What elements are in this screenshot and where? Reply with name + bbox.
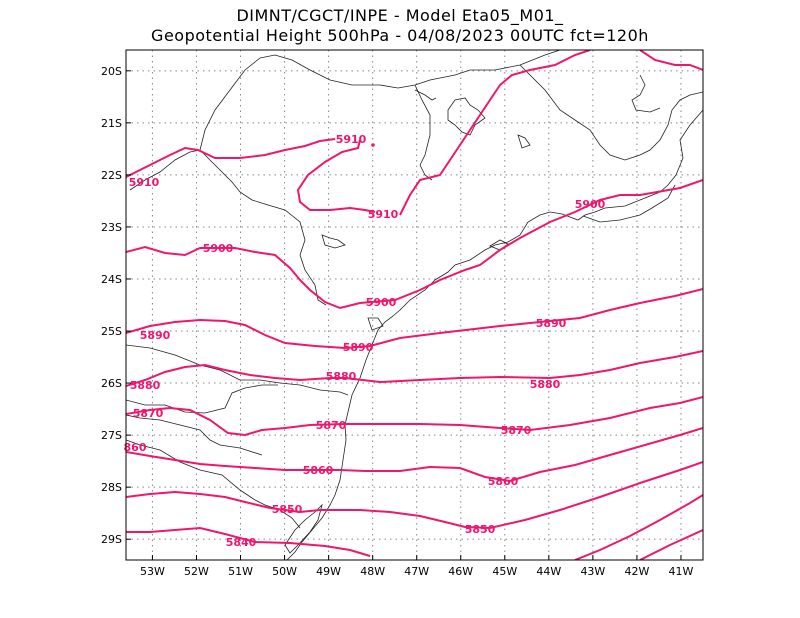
state-border xyxy=(582,184,676,223)
contour-label: 5910 xyxy=(129,176,160,189)
lat-tick-label: 20S xyxy=(101,65,122,78)
state-border xyxy=(414,84,433,181)
center-marker xyxy=(371,143,375,147)
lon-tick-label: 45W xyxy=(492,565,517,578)
lake xyxy=(447,97,486,136)
contour-label: 5880 xyxy=(530,378,561,391)
state-border xyxy=(126,439,301,529)
lake xyxy=(367,317,384,331)
contour-5870 xyxy=(126,396,703,437)
lat-tick-label: 29S xyxy=(101,533,122,546)
lon-tick-label: 50W xyxy=(272,565,297,578)
contour-5830-se xyxy=(689,494,703,504)
lat-tick-label: 24S xyxy=(101,273,122,286)
contour-5840-se xyxy=(639,529,703,560)
contour-label: 5890 xyxy=(343,341,374,354)
lagoon xyxy=(284,503,323,554)
contour-labels: 5910 5910 5910 5900 5900 5900 5890 5890 … xyxy=(124,133,606,549)
lon-tick-label: 53W xyxy=(140,565,165,578)
contour-5880 xyxy=(126,350,703,387)
contour-label: 5870 xyxy=(501,424,532,437)
contour-label: 5910 xyxy=(368,208,399,221)
map-frame xyxy=(125,49,704,561)
contour-label: 860 xyxy=(124,441,147,454)
contour-5840 xyxy=(126,526,371,557)
lon-tick-label: 42W xyxy=(624,565,649,578)
contour-label: 5860 xyxy=(303,464,334,477)
state-border xyxy=(631,74,661,113)
contour-5850 xyxy=(126,461,703,530)
contour-5900 xyxy=(126,179,703,310)
contour-label: 5900 xyxy=(203,242,234,255)
lon-tick-label: 48W xyxy=(360,565,385,578)
contour-label: 5890 xyxy=(140,329,171,342)
lat-tick-label: 28S xyxy=(101,481,122,494)
contour-label: 5880 xyxy=(130,379,161,392)
lon-tick-label: 52W xyxy=(184,565,209,578)
chart-title-line2: Geopotential Height 500hPa - 04/08/2023 … xyxy=(151,26,649,45)
state-border xyxy=(639,91,703,156)
lon-tick-label: 41W xyxy=(669,565,694,578)
state-border xyxy=(259,50,561,89)
contour-label: 5880 xyxy=(326,370,357,383)
lon-tick-label: 51W xyxy=(228,565,253,578)
graticule xyxy=(126,50,703,560)
contour-5910-north xyxy=(399,50,591,216)
lon-tick-label: 47W xyxy=(404,565,429,578)
lake xyxy=(517,134,531,149)
contour-5890 xyxy=(126,288,703,350)
contour-label: 5850 xyxy=(272,503,303,516)
contour-5910-topright xyxy=(639,50,703,71)
axis-labels: 53W 52W 51W 50W 49W 48W 47W 46W 45W 44W 43W 42W 41W 2… xyxy=(101,65,694,578)
lake xyxy=(414,89,437,101)
lake xyxy=(321,234,346,249)
contour-label: 5840 xyxy=(226,536,257,549)
contour-label: 5860 xyxy=(488,475,519,488)
lake xyxy=(489,239,509,251)
contour-label: 5850 xyxy=(465,523,496,536)
contour-label: 5900 xyxy=(575,198,606,211)
lon-tick-label: 49W xyxy=(316,565,341,578)
lon-tick-label: 43W xyxy=(580,565,605,578)
contour-5910-loop xyxy=(296,139,376,213)
contour-label: 5910 xyxy=(336,133,367,146)
state-border xyxy=(519,64,641,161)
contour-5910-west xyxy=(126,138,336,178)
coastline-and-borders xyxy=(126,50,703,560)
contour-label: 5890 xyxy=(536,317,567,330)
contour-5860 xyxy=(126,427,703,483)
lat-tick-label: 23S xyxy=(101,221,122,234)
chart-title-line1: DIMNT/CGCT/INPE - Model Eta05_M01_ xyxy=(236,6,564,25)
state-border xyxy=(126,344,349,396)
country-border xyxy=(126,414,263,456)
contour-label: 5870 xyxy=(316,419,347,432)
lat-tick-label: 21S xyxy=(101,117,122,130)
lat-tick-label: 22S xyxy=(101,169,122,182)
lat-tick-label: 25S xyxy=(101,325,122,338)
contour-lines xyxy=(126,50,703,560)
contour-label: 5900 xyxy=(366,296,397,309)
lon-tick-label: 46W xyxy=(448,565,473,578)
lon-tick-label: 44W xyxy=(536,565,561,578)
contour-5850-se xyxy=(574,502,691,560)
lat-tick-label: 26S xyxy=(101,377,122,390)
contour-label: 5870 xyxy=(133,407,164,420)
coastline xyxy=(286,109,703,560)
state-border xyxy=(126,384,278,414)
lat-tick-label: 27S xyxy=(101,429,122,442)
state-border xyxy=(199,149,327,306)
